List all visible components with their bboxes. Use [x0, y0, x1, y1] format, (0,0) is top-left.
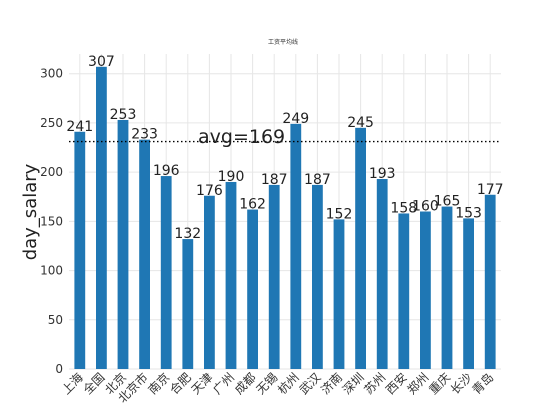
y-tick-label: 50 — [48, 313, 63, 327]
bar-value-label: 249 — [282, 111, 309, 127]
bar-value-label: 196 — [153, 163, 180, 179]
y-axis-label: day_salary — [20, 163, 41, 260]
bar — [225, 181, 237, 369]
x-tick-label: 武汉 — [297, 370, 324, 397]
bar-value-label: 152 — [326, 206, 353, 222]
y-axis-ticks: 0 50 100 150 200 250 300 — [40, 67, 63, 376]
bar-value-label: 177 — [477, 182, 504, 198]
bar — [355, 127, 366, 369]
bar — [398, 213, 410, 369]
bar — [268, 184, 280, 369]
bar-value-label: 233 — [131, 127, 158, 143]
bar-value-label: 158 — [390, 200, 417, 216]
bar — [290, 123, 302, 369]
bar — [139, 139, 150, 369]
chart-title: 工资平均线 — [268, 38, 298, 46]
x-tick-label: 长沙 — [448, 370, 475, 397]
x-tick-label: 深圳 — [340, 370, 367, 397]
bar — [441, 206, 453, 369]
bar — [376, 179, 388, 369]
bar-value-label: 187 — [304, 172, 331, 188]
x-tick-label: 青岛 — [469, 370, 497, 398]
bar-value-label: 193 — [369, 166, 396, 182]
average-label: avg=169 — [198, 126, 285, 148]
x-tick-label: 全国 — [80, 370, 108, 398]
bar-value-label: 160 — [412, 199, 439, 215]
x-tick-label: 广州 — [210, 370, 237, 397]
y-tick-label: 300 — [40, 67, 63, 81]
bar — [463, 218, 474, 369]
y-tick-label: 0 — [55, 362, 63, 376]
bar-value-label: 162 — [239, 197, 266, 213]
bar — [204, 195, 215, 369]
y-tick-label: 100 — [40, 264, 63, 278]
bar-value-label: 245 — [347, 115, 374, 131]
bar-value-label: 187 — [261, 172, 288, 188]
x-tick-label: 济南 — [318, 370, 346, 398]
bar-value-label: 307 — [88, 54, 115, 70]
bar — [333, 219, 345, 369]
x-tick-label: 合肥 — [166, 370, 194, 398]
x-tick-label: 无锡 — [253, 370, 281, 398]
bar — [247, 209, 258, 369]
bar-value-label: 241 — [66, 119, 93, 135]
x-axis-ticks: 上海全国北京北京市南京合肥天津广州成都无锡杭州武汉济南深圳苏州西安郑州重庆长沙青… — [58, 370, 496, 406]
y-tick-label: 150 — [40, 214, 63, 228]
x-tick-label: 天津 — [189, 370, 216, 397]
x-tick-label: 杭州 — [274, 370, 302, 398]
bar-value-label: 190 — [218, 169, 245, 185]
x-tick-label: 成都 — [232, 370, 259, 397]
bar-value-label: 165 — [434, 194, 461, 210]
bar — [96, 66, 107, 369]
bar-value-label: 253 — [110, 107, 137, 123]
x-tick-label: 苏州 — [361, 370, 388, 397]
bar-value-label: 153 — [455, 205, 482, 221]
bar — [182, 239, 194, 369]
x-tick-label: 郑州 — [404, 370, 432, 398]
x-tick-label: 南京 — [145, 370, 173, 398]
bar — [484, 194, 496, 369]
bar — [117, 119, 129, 369]
bar-value-label: 132 — [174, 226, 201, 242]
y-tick-label: 200 — [40, 165, 63, 179]
bar — [420, 211, 431, 369]
bar — [160, 176, 172, 369]
bars — [74, 66, 496, 369]
x-tick-label: 重庆 — [426, 370, 453, 397]
bar — [312, 184, 323, 369]
bar-value-label: 176 — [196, 183, 223, 199]
bar — [74, 131, 86, 369]
y-tick-label: 250 — [40, 116, 63, 130]
x-tick-label: 西安 — [382, 370, 410, 398]
